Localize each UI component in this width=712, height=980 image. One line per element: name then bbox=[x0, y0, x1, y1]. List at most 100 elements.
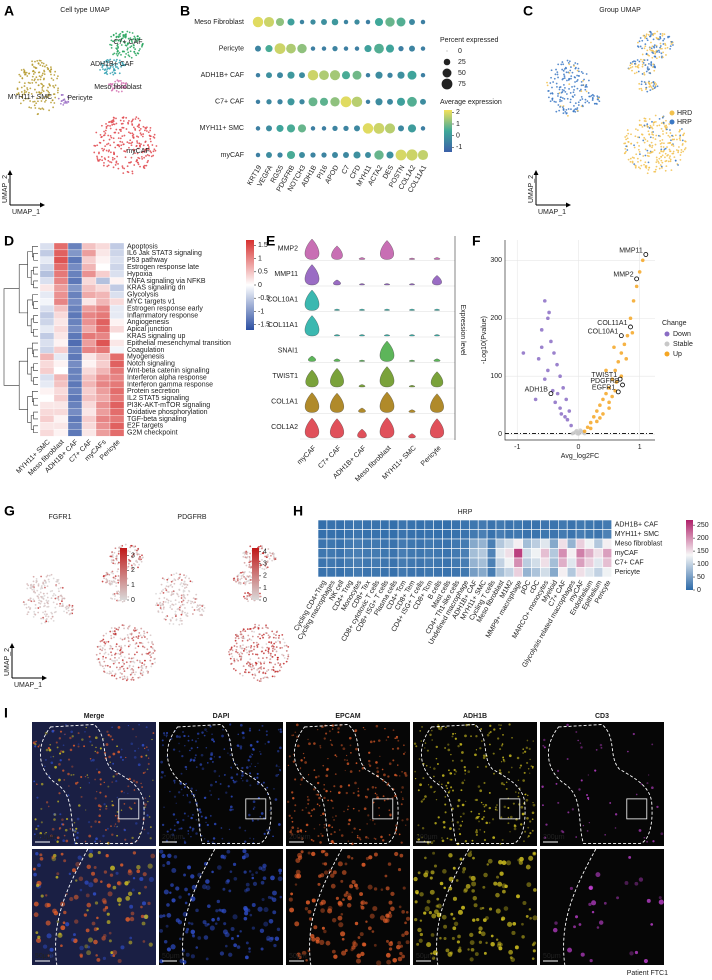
dot bbox=[275, 17, 285, 27]
texture-dot bbox=[358, 770, 361, 772]
texture-dot bbox=[341, 950, 347, 956]
cell-dot bbox=[29, 82, 31, 85]
cell-dot bbox=[101, 580, 104, 583]
highlight-point bbox=[628, 324, 633, 330]
cell-dot bbox=[58, 605, 61, 608]
texture-dot bbox=[115, 826, 118, 828]
violin bbox=[379, 340, 395, 362]
cell-dot bbox=[654, 120, 657, 123]
texture-dot bbox=[260, 753, 262, 755]
scale-label: 200μm bbox=[162, 834, 184, 841]
cell-dot bbox=[139, 132, 142, 135]
texture-dot bbox=[301, 809, 304, 812]
texture-dot bbox=[331, 728, 334, 730]
texture-dot bbox=[450, 772, 453, 775]
texture-dot bbox=[462, 812, 465, 815]
cell-dot bbox=[65, 608, 68, 611]
heat-cell bbox=[109, 270, 125, 278]
texture-dot bbox=[499, 748, 502, 751]
texture-dot bbox=[360, 901, 364, 905]
texture-dot bbox=[144, 885, 148, 889]
heat-cell bbox=[67, 325, 83, 333]
cell-dot bbox=[152, 150, 155, 153]
cell-dot bbox=[58, 582, 60, 585]
cell-dot bbox=[584, 86, 587, 88]
texture-dot bbox=[48, 748, 52, 752]
cell-dot bbox=[112, 662, 115, 665]
texture-dot bbox=[344, 862, 348, 866]
texture-dot bbox=[522, 840, 525, 843]
texture-dot bbox=[73, 938, 78, 944]
cell-dot bbox=[136, 35, 139, 38]
texture-dot bbox=[266, 935, 271, 941]
cell-dot bbox=[669, 45, 672, 48]
cell-dot bbox=[120, 144, 123, 147]
texture-dot bbox=[464, 773, 466, 775]
cell-dot bbox=[118, 546, 120, 549]
heat-cell bbox=[81, 353, 97, 361]
texture-dot bbox=[332, 807, 334, 809]
texture-dot bbox=[233, 876, 238, 881]
violin bbox=[430, 371, 444, 388]
cell-dot bbox=[103, 574, 105, 577]
cell-dot bbox=[648, 166, 650, 169]
legend-key bbox=[664, 351, 670, 357]
violin bbox=[434, 334, 440, 337]
texture-dot bbox=[68, 785, 70, 787]
texture-dot bbox=[342, 747, 346, 751]
texture-dot bbox=[278, 872, 282, 875]
point bbox=[542, 377, 547, 381]
cell-dot bbox=[233, 660, 236, 663]
cell-dot bbox=[260, 650, 263, 653]
heat-cell bbox=[442, 529, 452, 540]
texture-dot bbox=[194, 757, 196, 759]
cell-dot bbox=[643, 47, 646, 50]
cell-dot bbox=[57, 87, 60, 90]
cell-dot bbox=[133, 673, 136, 676]
cell-dot bbox=[262, 677, 265, 680]
highlight-point bbox=[634, 276, 640, 282]
texture-dot bbox=[61, 750, 65, 754]
cell-dot bbox=[127, 122, 130, 125]
cell-dot bbox=[117, 137, 120, 140]
heat-cell bbox=[477, 557, 488, 568]
axis-title: -Log10(Pvalue) bbox=[481, 316, 488, 364]
cell-dot bbox=[132, 136, 135, 139]
texture-dot bbox=[251, 926, 256, 930]
cell-dot bbox=[667, 134, 670, 137]
cell-dot bbox=[103, 577, 106, 580]
row-label: TGF-beta signaling bbox=[127, 416, 187, 423]
cell-dot bbox=[40, 575, 42, 578]
cell-dot bbox=[586, 100, 589, 102]
texture-dot bbox=[192, 934, 196, 938]
heat-cell bbox=[317, 519, 328, 530]
point bbox=[533, 397, 538, 402]
texture-dot bbox=[56, 920, 60, 923]
cell-dot bbox=[57, 97, 60, 100]
cell-dot bbox=[192, 602, 195, 604]
texture-dot bbox=[507, 806, 510, 809]
point bbox=[634, 284, 639, 289]
cell-dot bbox=[255, 664, 257, 666]
cell-dot bbox=[42, 616, 45, 619]
texture-dot bbox=[177, 791, 181, 794]
cell-dot bbox=[130, 45, 133, 48]
cell-dot bbox=[187, 599, 190, 602]
cell-dot bbox=[565, 93, 568, 95]
heat-cell bbox=[549, 567, 559, 578]
cell-dot bbox=[266, 561, 268, 564]
texture-dot bbox=[56, 746, 59, 749]
heat-cell bbox=[388, 557, 399, 568]
cell-dot bbox=[629, 157, 632, 160]
texture-dot bbox=[130, 742, 134, 746]
heat-cell bbox=[495, 548, 506, 559]
texture-dot bbox=[65, 839, 69, 843]
texture-dot bbox=[246, 908, 251, 913]
texture-dot bbox=[317, 728, 319, 731]
texture-dot bbox=[127, 891, 133, 897]
cell-dot bbox=[21, 93, 24, 96]
texture-dot bbox=[259, 815, 262, 818]
texture-dot bbox=[185, 782, 187, 785]
cell-dot bbox=[272, 555, 275, 558]
dot bbox=[266, 125, 272, 132]
